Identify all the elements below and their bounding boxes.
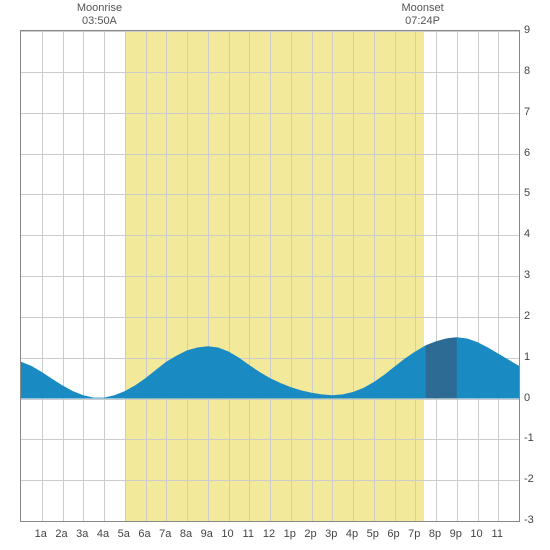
y-tick-label: 1 [524, 351, 530, 363]
x-tick-label: 8p [429, 528, 441, 540]
x-tick-label: 9p [450, 528, 462, 540]
y-tick-label: 3 [524, 269, 530, 281]
x-tick-label: 12 [263, 528, 275, 540]
x-tick-label: 11 [243, 528, 254, 540]
tide-chart: Moonrise03:50A Moonset07:24P 1a 2a 3a 4a 5a 6a 7… [0, 0, 550, 550]
x-tick-label: 5p [367, 528, 379, 540]
y-tick-label: -3 [524, 514, 534, 526]
x-tick-label: 2p [304, 528, 316, 540]
moonrise-annotation: Moonrise03:50A [59, 2, 139, 28]
x-tick-label: 7a [159, 528, 171, 540]
x-tick-label: 3p [325, 528, 337, 540]
moonrise-title: Moonrise [59, 2, 139, 15]
y-tick-label: 9 [524, 24, 530, 36]
y-tick-label: 8 [524, 65, 530, 77]
x-tick-label: 9a [201, 528, 213, 540]
x-tick-label: 7p [408, 528, 420, 540]
x-tick-label: 10 [221, 528, 233, 540]
x-tick-label: 11 [492, 528, 503, 540]
x-tick-label: 4a [97, 528, 109, 540]
x-tick-label: 6a [138, 528, 150, 540]
x-tick-label: 3a [76, 528, 88, 540]
x-tick-label: 5a [118, 528, 130, 540]
x-tick-label: 10 [470, 528, 482, 540]
x-tick-label: 6p [387, 528, 399, 540]
y-tick-label: 7 [524, 106, 530, 118]
x-tick-label: 1a [35, 528, 47, 540]
y-tick-label: -1 [524, 432, 534, 444]
x-tick-label: 8a [180, 528, 192, 540]
x-tick-label: 4p [346, 528, 358, 540]
moonrise-time: 03:50A [59, 15, 139, 28]
y-tick-label: 0 [524, 392, 530, 404]
tide-area-shaded [426, 337, 457, 398]
gridline-h [21, 521, 519, 522]
y-tick-label: 2 [524, 310, 530, 322]
moonset-annotation: Moonset07:24P [383, 2, 463, 28]
y-tick-label: -2 [524, 473, 534, 485]
plot-area [20, 30, 520, 522]
tide-curve [21, 31, 519, 521]
y-tick-label: 4 [524, 228, 530, 240]
y-tick-label: 6 [524, 147, 530, 159]
moonset-time: 07:24P [383, 15, 463, 28]
x-tick-label: 1p [284, 528, 296, 540]
moonset-title: Moonset [383, 2, 463, 15]
y-tick-label: 5 [524, 187, 530, 199]
x-tick-label: 2a [55, 528, 67, 540]
